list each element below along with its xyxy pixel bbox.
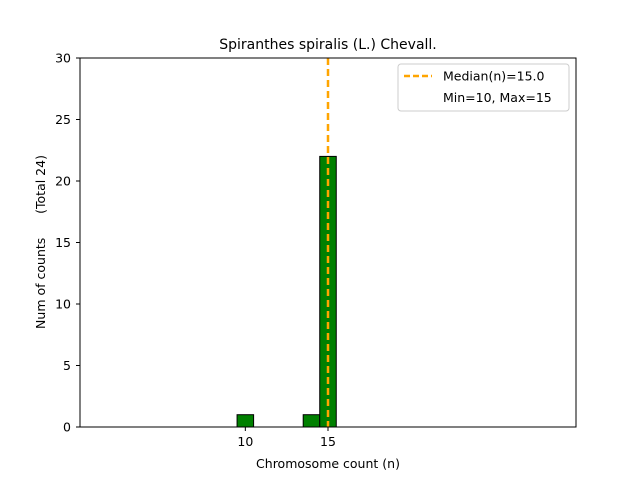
chart-title: Spiranthes spiralis (L.) Chevall.: [219, 37, 437, 53]
x-tick-label: 15: [320, 434, 336, 449]
bar-14: [302, 414, 321, 428]
x-axis-label: Chromosome count (n): [256, 456, 400, 471]
y-tick-label: 20: [55, 174, 71, 189]
legend-box: [397, 63, 570, 112]
legend-entry-median: Median(n)=15.0: [443, 69, 544, 84]
legend-entry-minmax: Min=10, Max=15: [443, 90, 552, 105]
x-tick-label: 10: [237, 434, 253, 449]
y-tick-label: 25: [55, 112, 71, 127]
y-tick-label: 10: [55, 297, 71, 312]
y-axis-label: Num of counts (Total 24): [33, 155, 48, 329]
y-tick-label: 30: [55, 51, 71, 66]
y-tick-label: 5: [63, 358, 71, 373]
x-axis-ticks: 10 15: [237, 427, 336, 449]
bars-group: [236, 155, 337, 428]
y-tick-label: 0: [63, 420, 71, 435]
bar-10: [236, 414, 255, 428]
y-axis-ticks: 0 5 10 15 20 25 30: [55, 51, 80, 435]
y-tick-label: 15: [55, 235, 71, 250]
legend: Median(n)=15.0 Min=10, Max=15: [397, 63, 570, 112]
